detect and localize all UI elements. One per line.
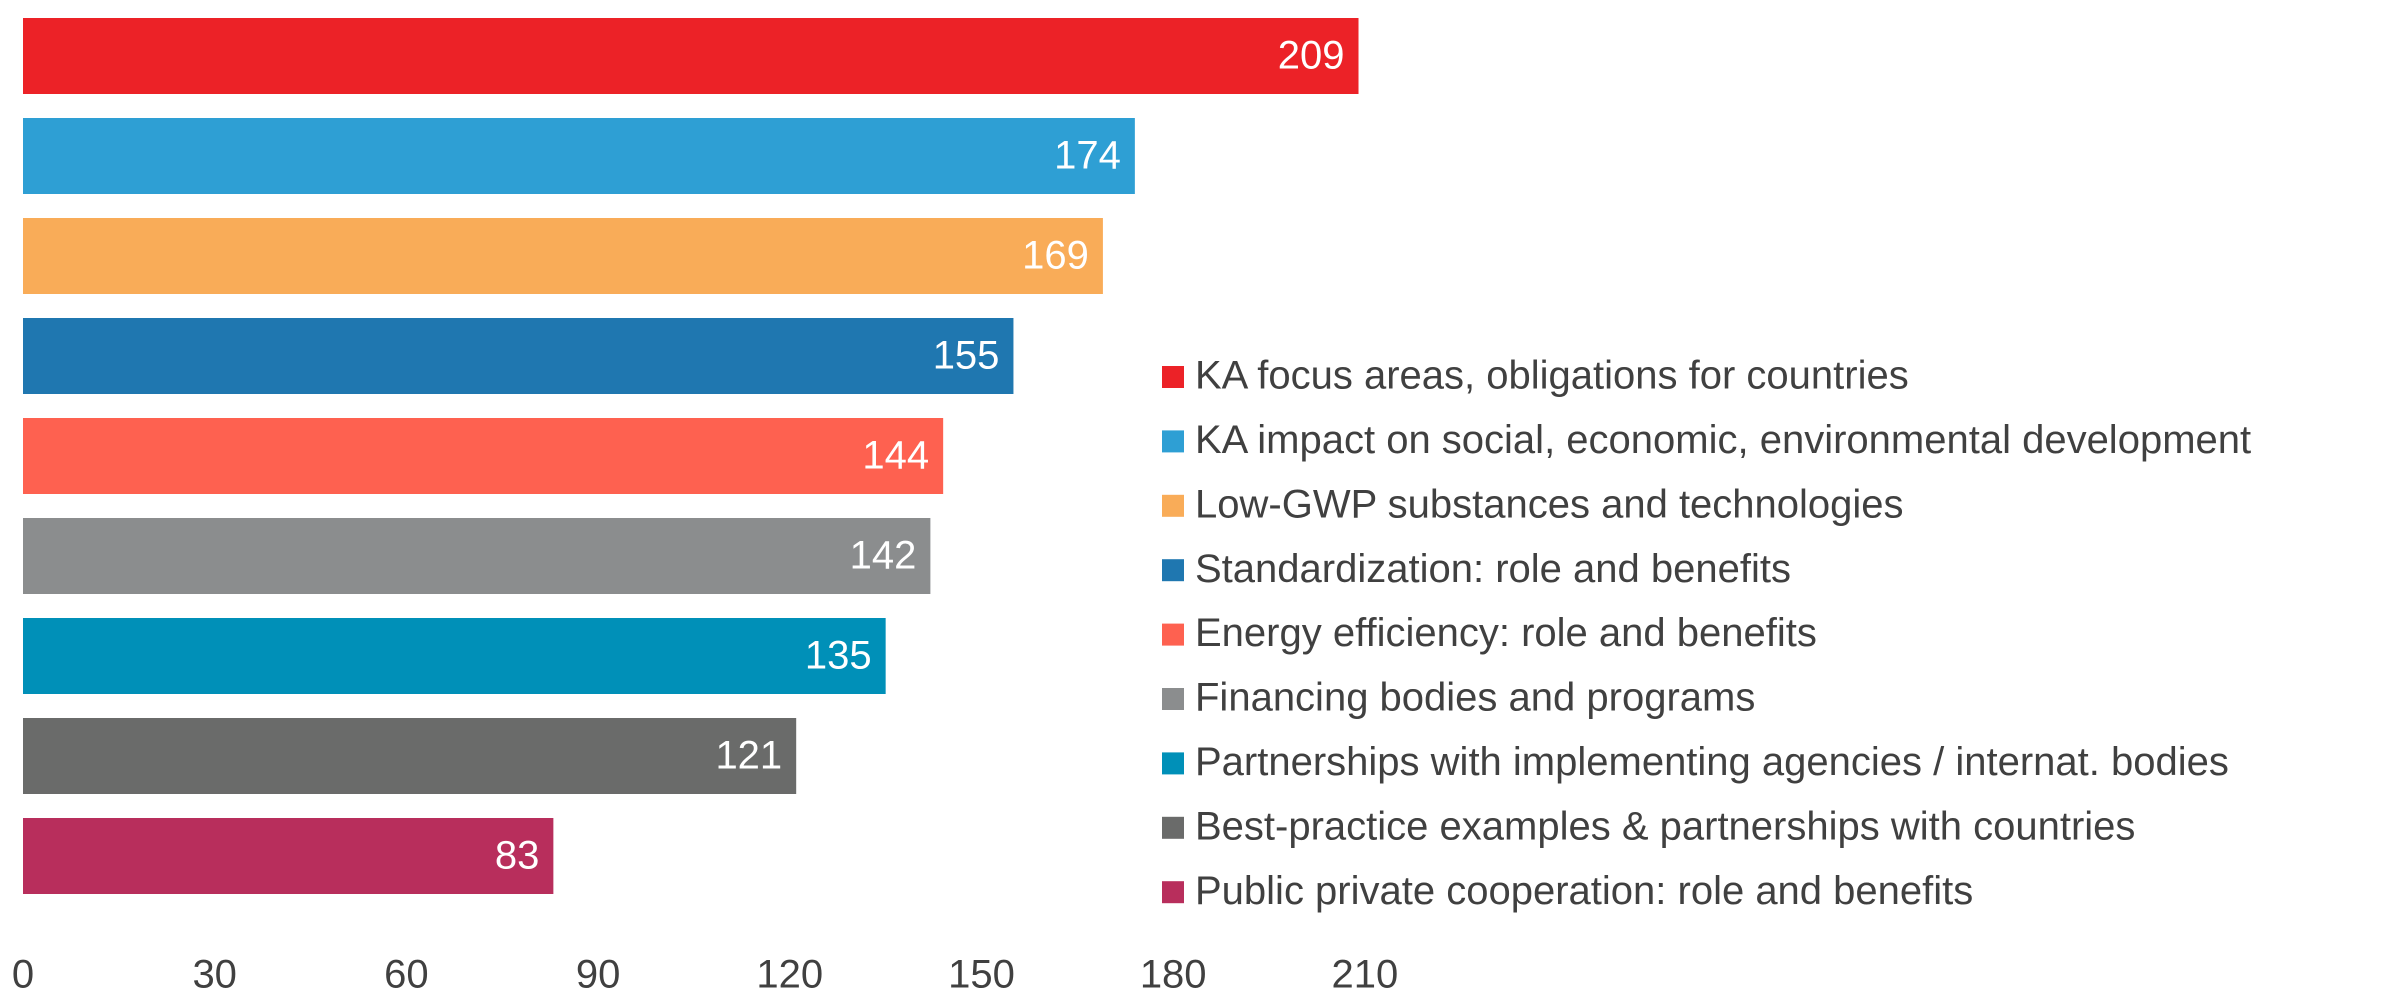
legend-label: KA impact on social, economic, environme… <box>1195 418 2251 462</box>
legend-swatch <box>1162 816 1184 839</box>
legend-swatch <box>1162 366 1184 388</box>
bar <box>23 418 944 494</box>
value-label: 155 <box>933 334 1000 378</box>
x-tick-label: 90 <box>576 953 621 994</box>
legend-swatch <box>1162 881 1184 904</box>
legend-label: Standardization: role and benefits <box>1195 547 1791 591</box>
x-tick-label: 0 <box>12 953 34 994</box>
x-tick-label: 150 <box>948 953 1015 994</box>
value-label: 83 <box>495 834 540 878</box>
x-tick-label: 120 <box>756 953 823 994</box>
x-tick-label: 30 <box>192 953 237 994</box>
bar <box>23 118 1135 194</box>
x-tick-label: 60 <box>384 953 429 994</box>
legend-swatch <box>1162 559 1184 582</box>
value-label: 144 <box>862 434 929 478</box>
value-label: 174 <box>1054 134 1121 178</box>
legend-swatch <box>1162 623 1184 646</box>
bar <box>23 318 1014 394</box>
value-label: 135 <box>805 634 872 678</box>
bar <box>23 18 1359 94</box>
value-label: 209 <box>1278 34 1345 78</box>
bar <box>23 218 1103 294</box>
legend-swatch <box>1162 430 1184 453</box>
bar <box>23 718 797 794</box>
legend-label: Partnerships with implementing agencies … <box>1195 740 2229 784</box>
bar <box>23 618 886 694</box>
bar <box>23 518 931 594</box>
legend-label: Public private cooperation: role and ben… <box>1195 869 1973 913</box>
legend-swatch <box>1162 752 1184 775</box>
legend-label: Energy efficiency: role and benefits <box>1195 611 1817 655</box>
value-label: 169 <box>1022 234 1089 278</box>
legend-swatch <box>1162 494 1184 517</box>
value-label: 121 <box>715 734 782 778</box>
x-tick-label: 210 <box>1332 953 1399 994</box>
legend-swatch <box>1162 688 1184 710</box>
legend-label: Best-practice examples & partnerships wi… <box>1195 804 2135 848</box>
bar <box>23 818 554 894</box>
legend-label: KA focus areas, obligations for countrie… <box>1195 354 1909 398</box>
legend-label: Low-GWP substances and technologies <box>1195 482 1904 526</box>
x-tick-label: 180 <box>1140 953 1207 994</box>
legend-label: Financing bodies and programs <box>1195 676 1755 720</box>
value-label: 142 <box>850 534 917 578</box>
